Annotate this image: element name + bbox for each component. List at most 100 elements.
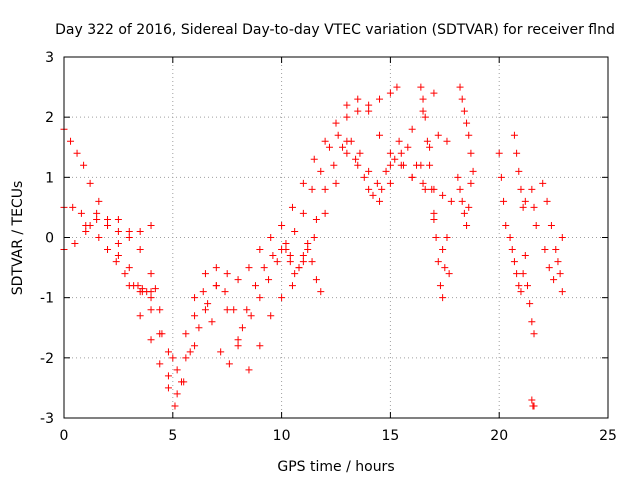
data-point xyxy=(182,330,190,338)
data-point xyxy=(456,83,464,91)
data-point xyxy=(513,270,521,278)
data-point xyxy=(515,282,523,290)
data-point xyxy=(443,234,451,241)
data-point xyxy=(95,234,103,241)
data-point xyxy=(245,264,253,272)
data-point xyxy=(234,276,242,284)
data-point xyxy=(532,221,540,229)
data-point xyxy=(267,234,275,241)
data-point xyxy=(354,161,362,169)
data-point xyxy=(312,215,320,223)
data-point xyxy=(404,143,412,151)
data-point xyxy=(82,227,90,235)
data-point xyxy=(223,270,231,278)
data-point xyxy=(95,197,103,205)
data-point xyxy=(245,366,253,374)
data-point xyxy=(467,179,475,187)
data-point xyxy=(434,131,442,139)
data-point xyxy=(104,246,112,254)
data-point xyxy=(223,306,231,314)
series-arc-q xyxy=(528,396,538,410)
x-tick-label: 5 xyxy=(168,428,177,444)
data-points xyxy=(60,83,566,410)
data-point xyxy=(495,149,503,157)
data-point xyxy=(430,215,438,223)
data-point xyxy=(556,270,564,278)
data-point xyxy=(354,107,362,115)
data-point xyxy=(376,197,384,205)
series-arc-i xyxy=(417,83,451,302)
data-point xyxy=(426,161,434,169)
data-point xyxy=(256,342,264,350)
data-point xyxy=(321,209,329,217)
data-point xyxy=(73,149,81,157)
data-point xyxy=(443,137,451,145)
data-point xyxy=(550,276,558,284)
data-point xyxy=(554,258,562,266)
series-arc-j xyxy=(456,83,477,175)
data-point xyxy=(558,288,566,296)
data-point xyxy=(539,179,547,187)
data-point xyxy=(432,234,440,241)
data-point xyxy=(104,221,112,229)
y-tick-label: 2 xyxy=(45,110,54,126)
data-point xyxy=(530,402,538,410)
x-tick-label: 20 xyxy=(490,428,508,444)
series-arc-c xyxy=(60,89,438,386)
data-point xyxy=(164,384,172,392)
data-point xyxy=(423,137,431,145)
data-point xyxy=(191,342,199,350)
data-point xyxy=(125,264,133,272)
data-point xyxy=(408,125,416,133)
series-arc-k xyxy=(454,173,475,229)
data-point xyxy=(147,221,155,229)
data-point xyxy=(382,167,390,175)
data-point xyxy=(164,372,172,380)
data-point xyxy=(369,191,377,199)
data-point xyxy=(136,312,144,320)
data-point xyxy=(201,270,209,278)
data-point xyxy=(523,282,531,290)
data-point xyxy=(299,252,307,260)
data-point xyxy=(299,258,307,266)
data-point xyxy=(506,234,514,241)
data-point xyxy=(508,246,516,254)
data-point xyxy=(201,306,209,314)
data-point xyxy=(230,306,238,314)
data-point xyxy=(265,276,273,284)
data-point xyxy=(317,288,325,296)
data-point xyxy=(439,246,447,254)
data-point xyxy=(114,252,122,260)
data-point xyxy=(104,215,112,223)
y-tick-label: 3 xyxy=(45,50,54,66)
series-arc-r xyxy=(539,179,566,296)
series-arc-f xyxy=(134,282,159,296)
series-arc-l xyxy=(495,149,510,229)
data-point xyxy=(458,197,466,205)
data-point xyxy=(273,258,281,266)
data-point xyxy=(282,246,290,254)
data-point xyxy=(67,137,75,145)
data-point xyxy=(343,101,351,109)
data-point xyxy=(212,264,220,272)
data-point xyxy=(526,300,534,308)
data-point xyxy=(343,149,351,157)
data-point xyxy=(195,324,203,332)
data-point xyxy=(93,215,101,223)
data-point xyxy=(304,246,312,254)
data-point xyxy=(147,288,155,296)
data-point xyxy=(217,348,225,356)
data-point xyxy=(291,270,299,278)
y-tick-label: -2 xyxy=(40,351,54,367)
data-point xyxy=(413,161,421,169)
data-point xyxy=(447,197,455,205)
data-point xyxy=(545,264,553,272)
data-point xyxy=(521,252,529,260)
data-point xyxy=(191,312,199,320)
data-point xyxy=(147,294,155,302)
data-point xyxy=(386,149,394,157)
grid-lines xyxy=(64,57,608,418)
data-point xyxy=(356,149,364,157)
data-point xyxy=(243,306,251,314)
data-point xyxy=(360,173,368,181)
